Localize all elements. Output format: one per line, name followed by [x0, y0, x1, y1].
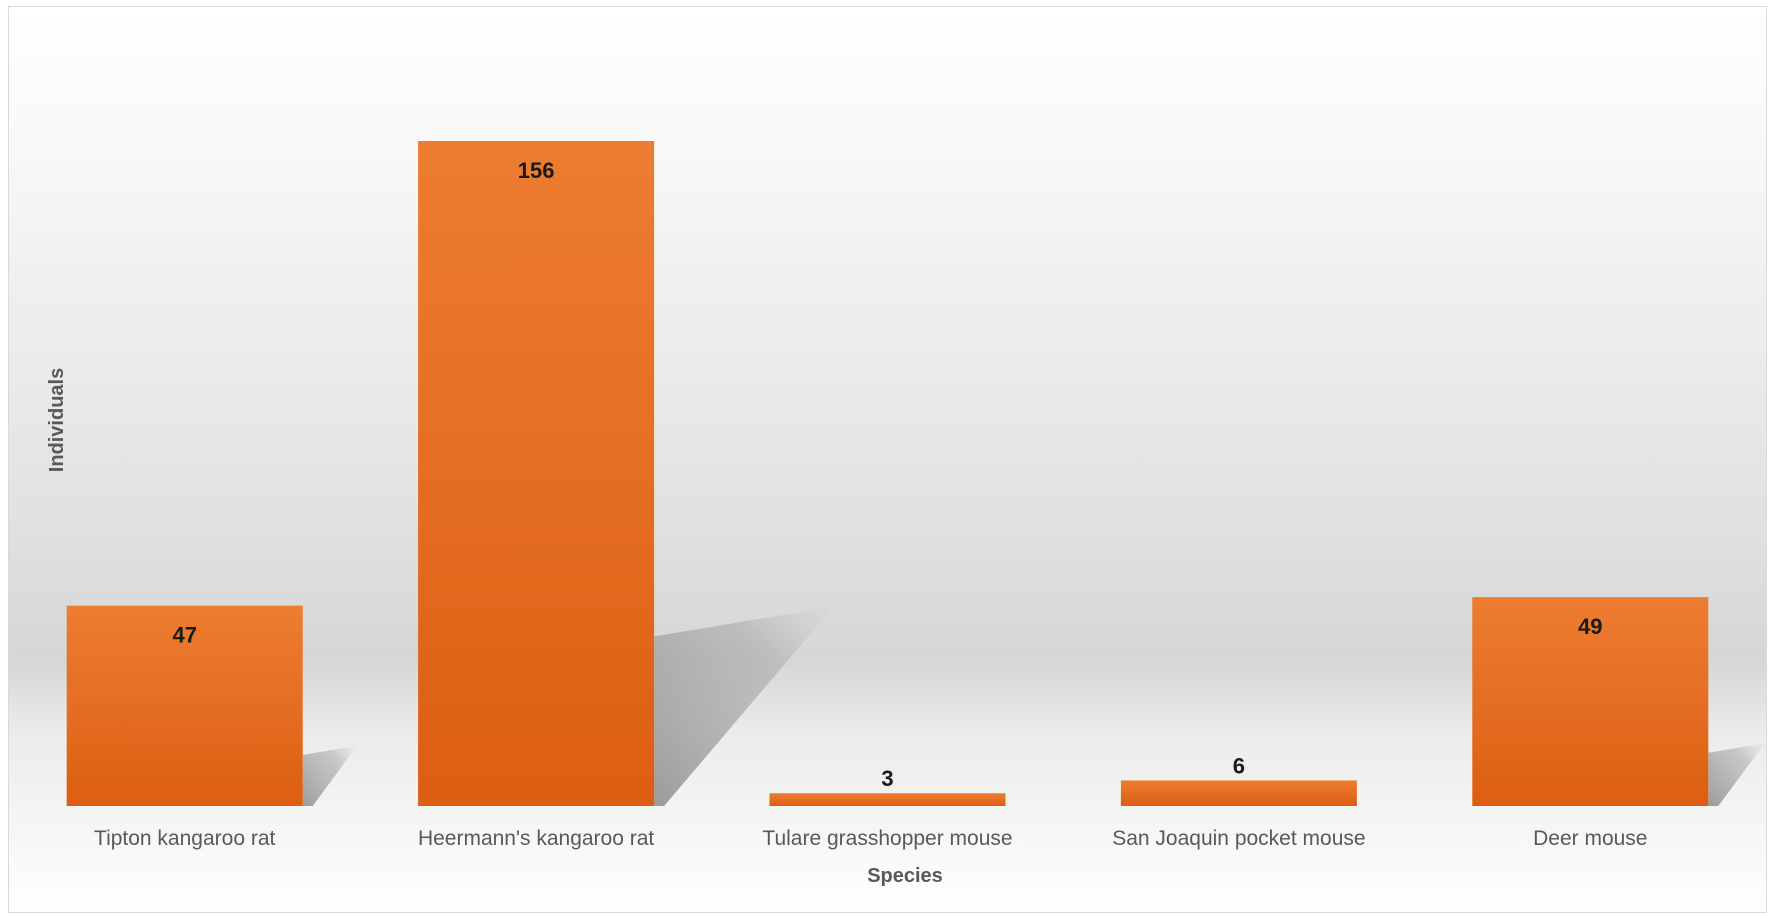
- x-tick-label-san-joaquin-pocket-mouse: San Joaquin pocket mouse: [1112, 827, 1365, 850]
- x-tick-labels: Tipton kangaroo rat Heermann's kangaroo r…: [94, 827, 1647, 850]
- data-label-tulare-grasshopper-mouse: 3: [881, 766, 893, 791]
- bar-san-joaquin-pocket-mouse: [1120, 780, 1357, 806]
- bars: [66, 140, 1709, 807]
- x-axis-title: Species: [867, 865, 943, 887]
- x-tick-label-deer-mouse: Deer mouse: [1533, 827, 1647, 850]
- data-labels: 47 156 3 6 49: [172, 158, 1602, 791]
- bar-tipton-kangaroo-rat: [66, 605, 303, 806]
- data-label-heermann-s-kangaroo-rat: 156: [518, 158, 555, 183]
- y-axis-title: Individuals: [46, 368, 68, 472]
- bar-heermann-s-kangaroo-rat: [418, 140, 655, 807]
- bar-deer-mouse: [1472, 597, 1709, 806]
- x-tick-label-heermann-s-kangaroo-rat: Heermann's kangaroo rat: [418, 827, 654, 850]
- bar-shadows: [302, 606, 1765, 806]
- x-tick-label-tulare-grasshopper-mouse: Tulare grasshopper mouse: [762, 827, 1012, 850]
- chart-frame: [8, 6, 1767, 913]
- bar-tulare-grasshopper-mouse: [769, 793, 1006, 806]
- data-label-san-joaquin-pocket-mouse: 6: [1233, 753, 1245, 778]
- data-label-tipton-kangaroo-rat: 47: [172, 623, 196, 648]
- x-tick-label-tipton-kangaroo-rat: Tipton kangaroo rat: [94, 827, 275, 850]
- bar-shadow-tipton-kangaroo-rat: [302, 745, 357, 806]
- bar-shadow-heermann-s-kangaroo-rat: [654, 606, 834, 806]
- bar-shadow-deer-mouse: [1708, 743, 1765, 806]
- data-label-deer-mouse: 49: [1578, 614, 1602, 639]
